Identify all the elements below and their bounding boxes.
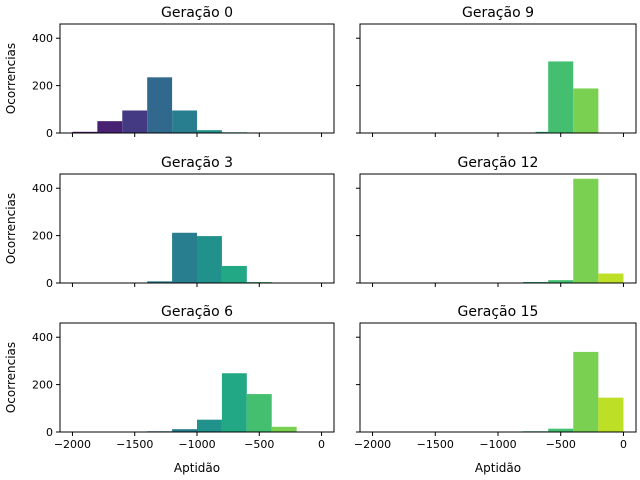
histogram-bar bbox=[172, 110, 197, 133]
y-axis-label: Ocorrencias bbox=[4, 193, 18, 264]
panel-3: Geração 3 0 200 400 Ocorrencias bbox=[4, 155, 335, 290]
y-tick-label: 200 bbox=[32, 379, 53, 392]
x-tick-label: 0 bbox=[620, 438, 627, 451]
x-tick-label: −500 bbox=[546, 438, 576, 451]
y-tick-label: 0 bbox=[46, 277, 53, 290]
y-axis-label: Ocorrencias bbox=[4, 342, 18, 413]
panel-4: Geração 12 bbox=[356, 155, 637, 287]
panel-5: Geração 6 0 200 400 −2000 −1500 −1000 −500 0 Ocor… bbox=[4, 304, 335, 475]
histogram-bar bbox=[573, 88, 599, 133]
histogram-bar bbox=[197, 419, 222, 432]
y-axis-label: Ocorrencias bbox=[4, 43, 18, 114]
x-tick-label: −1000 bbox=[178, 438, 215, 451]
x-tick-label: 0 bbox=[318, 438, 325, 451]
x-tick-label: −1500 bbox=[116, 438, 153, 451]
x-tick-label: −2000 bbox=[54, 438, 91, 451]
y-tick-label: 400 bbox=[32, 331, 53, 344]
y-tick-label: 400 bbox=[32, 182, 53, 195]
x-axis-label: Aptidão bbox=[475, 461, 521, 475]
x-axis-label: Aptidão bbox=[174, 461, 220, 475]
panel-title: Geração 9 bbox=[462, 5, 534, 21]
histogram-bar bbox=[197, 236, 222, 283]
histogram-bar bbox=[598, 273, 624, 283]
histogram-bar bbox=[122, 110, 148, 133]
panel-title: Geração 12 bbox=[458, 155, 539, 171]
histogram-bar bbox=[548, 61, 574, 133]
histogram-bar bbox=[172, 232, 197, 283]
histogram-bar bbox=[246, 394, 272, 432]
histogram-bar bbox=[573, 351, 599, 432]
panel-title: Geração 6 bbox=[161, 304, 233, 320]
panel-2: Geração 9 bbox=[356, 5, 637, 137]
panel-title: Geração 15 bbox=[458, 304, 539, 320]
panel-6: Geração 15 −2000 −1500 −1000 −500 0 Aptidão bbox=[354, 304, 637, 475]
histogram-bar bbox=[548, 280, 574, 283]
panel-title: Geração 3 bbox=[161, 155, 233, 171]
y-tick-label: 400 bbox=[32, 32, 53, 45]
histogram-bar bbox=[271, 426, 297, 432]
axes-frame bbox=[59, 322, 335, 433]
histogram-bar bbox=[72, 131, 98, 133]
histogram-bar bbox=[147, 77, 173, 133]
panel-1: Geração 0 0 200 400 Ocorrencias bbox=[4, 5, 335, 140]
histogram-bar bbox=[221, 265, 247, 283]
y-tick-label: 0 bbox=[46, 127, 53, 140]
x-tick-label: −1000 bbox=[479, 438, 516, 451]
y-tick-label: 200 bbox=[32, 80, 53, 93]
x-tick-label: −500 bbox=[244, 438, 274, 451]
x-tick-label: −2000 bbox=[354, 438, 391, 451]
histogram-bar bbox=[221, 373, 247, 432]
histogram-bar bbox=[598, 397, 624, 432]
panel-title: Geração 0 bbox=[161, 5, 233, 21]
histogram-bar bbox=[573, 178, 599, 283]
histogram-bar bbox=[172, 429, 197, 432]
histogram-bar bbox=[197, 130, 222, 133]
histogram-bar bbox=[147, 281, 173, 283]
y-tick-label: 0 bbox=[46, 426, 53, 439]
histogram-bar bbox=[535, 131, 549, 133]
histogram-bar bbox=[548, 428, 574, 432]
y-tick-label: 200 bbox=[32, 230, 53, 243]
x-tick-label: −1500 bbox=[417, 438, 454, 451]
histogram-bar bbox=[97, 121, 123, 133]
